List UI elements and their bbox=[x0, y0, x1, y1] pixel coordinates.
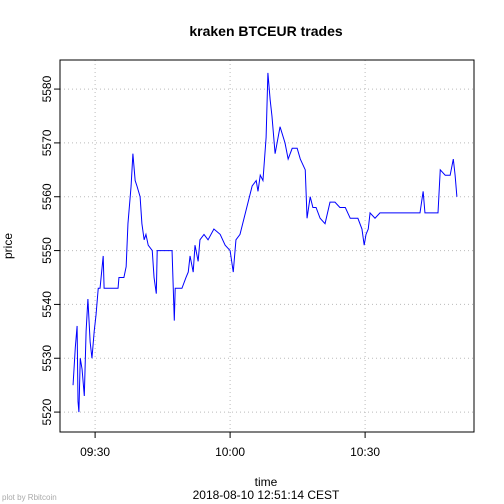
plot-frame bbox=[59, 59, 475, 433]
y-axis-label: price bbox=[1, 233, 15, 259]
chart-title: kraken BTCEUR trades bbox=[189, 23, 342, 39]
y-tick-label: 5520 bbox=[40, 398, 54, 425]
price-line bbox=[72, 72, 458, 413]
y-tick-label: 5570 bbox=[40, 129, 54, 156]
x-tick-label: 10:30 bbox=[350, 445, 380, 459]
y-tick-label: 5540 bbox=[40, 291, 54, 318]
caption: plot by Rbitcoin bbox=[2, 493, 57, 502]
subtitle: 2018-08-10 12:51:14 CEST bbox=[193, 488, 340, 502]
y-tick-label: 5530 bbox=[40, 345, 54, 372]
x-axis-label: time bbox=[255, 475, 278, 489]
y-tick-label: 5580 bbox=[40, 75, 54, 102]
y-tick-label: 5550 bbox=[40, 237, 54, 264]
x-tick-label: 10:00 bbox=[215, 445, 245, 459]
y-tick-label: 5560 bbox=[40, 183, 54, 210]
x-tick-label: 09:30 bbox=[80, 445, 110, 459]
